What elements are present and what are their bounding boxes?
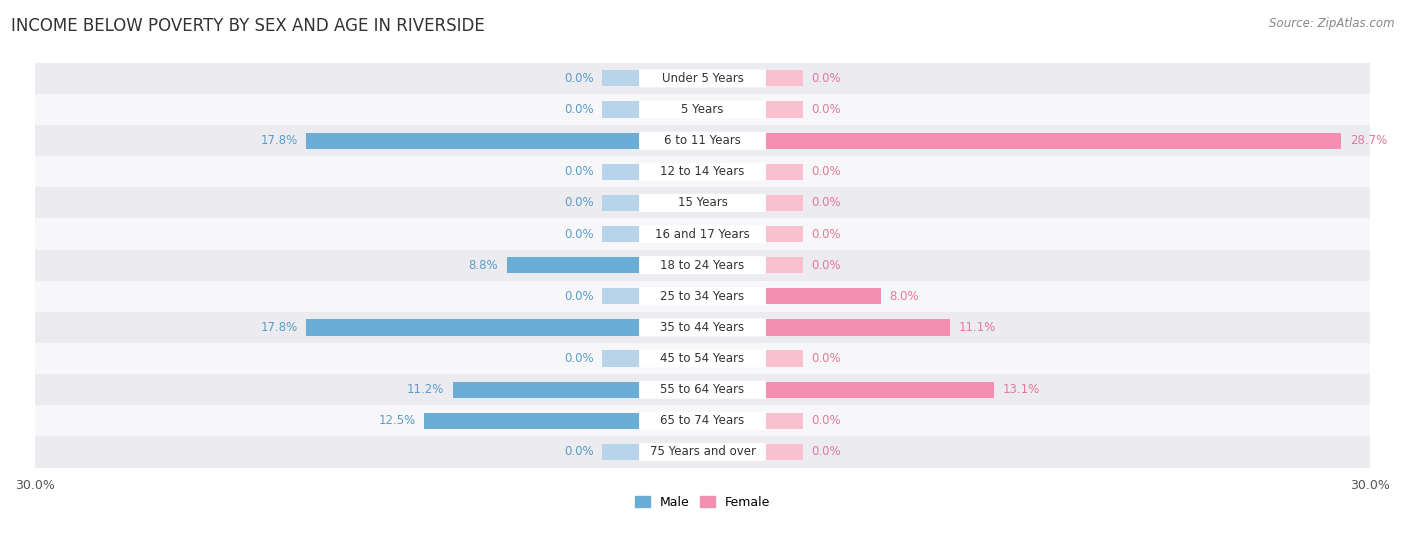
Text: 0.0%: 0.0%	[564, 72, 593, 85]
Text: 17.8%: 17.8%	[260, 134, 298, 147]
Bar	[24, 250, 1381, 281]
Bar	[307, 132, 703, 149]
Bar	[453, 382, 703, 398]
Text: 0.0%: 0.0%	[811, 72, 841, 85]
Bar	[703, 413, 803, 429]
Bar	[24, 374, 1381, 405]
FancyBboxPatch shape	[640, 381, 766, 399]
Text: 0.0%: 0.0%	[564, 228, 593, 240]
Bar	[24, 437, 1381, 467]
Text: 35 to 44 Years: 35 to 44 Years	[661, 321, 745, 334]
Text: 25 to 34 Years: 25 to 34 Years	[661, 290, 745, 303]
Bar	[506, 257, 703, 273]
Bar	[602, 195, 703, 211]
Text: 75 Years and over: 75 Years and over	[650, 446, 755, 458]
Text: 65 to 74 Years: 65 to 74 Years	[661, 414, 745, 427]
Bar	[703, 164, 803, 180]
Text: 28.7%: 28.7%	[1350, 134, 1388, 147]
Text: 0.0%: 0.0%	[564, 165, 593, 178]
Bar	[24, 187, 1381, 219]
Bar	[703, 319, 949, 335]
FancyBboxPatch shape	[640, 319, 766, 337]
Text: 0.0%: 0.0%	[811, 414, 841, 427]
Text: 0.0%: 0.0%	[811, 228, 841, 240]
FancyBboxPatch shape	[640, 443, 766, 461]
FancyBboxPatch shape	[640, 412, 766, 430]
Text: 0.0%: 0.0%	[811, 259, 841, 272]
Text: Under 5 Years: Under 5 Years	[662, 72, 744, 85]
Bar	[602, 288, 703, 305]
Text: Source: ZipAtlas.com: Source: ZipAtlas.com	[1270, 17, 1395, 30]
FancyBboxPatch shape	[640, 132, 766, 150]
Text: 8.8%: 8.8%	[468, 259, 498, 272]
Bar	[703, 70, 803, 87]
Bar	[602, 70, 703, 87]
Bar	[703, 132, 1341, 149]
Legend: Male, Female: Male, Female	[630, 491, 775, 514]
FancyBboxPatch shape	[640, 194, 766, 212]
Text: 0.0%: 0.0%	[811, 446, 841, 458]
Bar	[307, 319, 703, 335]
Text: 8.0%: 8.0%	[890, 290, 920, 303]
Text: 0.0%: 0.0%	[564, 352, 593, 365]
Bar	[703, 226, 803, 242]
FancyBboxPatch shape	[640, 101, 766, 119]
Text: 18 to 24 Years: 18 to 24 Years	[661, 259, 745, 272]
Text: 45 to 54 Years: 45 to 54 Years	[661, 352, 745, 365]
Bar	[703, 350, 803, 367]
FancyBboxPatch shape	[640, 69, 766, 87]
Bar	[602, 101, 703, 117]
Bar	[703, 257, 803, 273]
Text: 13.1%: 13.1%	[1002, 383, 1040, 396]
FancyBboxPatch shape	[640, 287, 766, 305]
Bar	[24, 405, 1381, 437]
FancyBboxPatch shape	[640, 225, 766, 243]
Text: 12.5%: 12.5%	[378, 414, 415, 427]
Bar	[703, 444, 803, 460]
FancyBboxPatch shape	[640, 163, 766, 181]
Bar	[602, 444, 703, 460]
Bar	[24, 156, 1381, 187]
Text: 6 to 11 Years: 6 to 11 Years	[664, 134, 741, 147]
Text: 5 Years: 5 Years	[682, 103, 724, 116]
Bar	[602, 164, 703, 180]
Bar	[602, 350, 703, 367]
Bar	[602, 226, 703, 242]
Text: INCOME BELOW POVERTY BY SEX AND AGE IN RIVERSIDE: INCOME BELOW POVERTY BY SEX AND AGE IN R…	[11, 17, 485, 35]
Bar	[425, 413, 703, 429]
Text: 0.0%: 0.0%	[564, 196, 593, 210]
Bar	[24, 343, 1381, 374]
Text: 0.0%: 0.0%	[564, 446, 593, 458]
Bar	[24, 125, 1381, 156]
FancyBboxPatch shape	[640, 256, 766, 274]
Text: 0.0%: 0.0%	[564, 103, 593, 116]
Bar	[703, 195, 803, 211]
Text: 0.0%: 0.0%	[811, 165, 841, 178]
Text: 11.2%: 11.2%	[406, 383, 444, 396]
Text: 0.0%: 0.0%	[811, 352, 841, 365]
Text: 15 Years: 15 Years	[678, 196, 727, 210]
Bar	[24, 312, 1381, 343]
Bar	[24, 281, 1381, 312]
FancyBboxPatch shape	[640, 349, 766, 368]
Text: 11.1%: 11.1%	[959, 321, 995, 334]
Bar	[703, 288, 880, 305]
Text: 12 to 14 Years: 12 to 14 Years	[661, 165, 745, 178]
Text: 0.0%: 0.0%	[811, 103, 841, 116]
Bar	[703, 101, 803, 117]
Bar	[24, 63, 1381, 94]
Text: 16 and 17 Years: 16 and 17 Years	[655, 228, 749, 240]
Bar	[24, 94, 1381, 125]
Bar	[703, 382, 994, 398]
Text: 17.8%: 17.8%	[260, 321, 298, 334]
Bar	[24, 219, 1381, 250]
Text: 55 to 64 Years: 55 to 64 Years	[661, 383, 745, 396]
Text: 0.0%: 0.0%	[811, 196, 841, 210]
Text: 0.0%: 0.0%	[564, 290, 593, 303]
